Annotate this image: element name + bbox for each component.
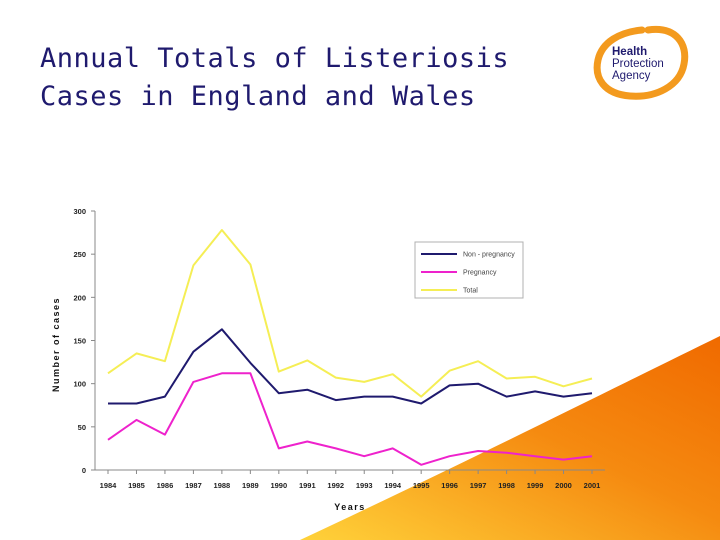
logo-ring (593, 25, 689, 100)
x-tick-label-1990: 1990 (270, 481, 287, 490)
x-tick-label-1986: 1986 (157, 481, 174, 490)
x-tick-label-1994: 1994 (384, 481, 402, 490)
x-tick-label-1997: 1997 (470, 481, 487, 490)
x-axis-title: Years (334, 502, 366, 512)
legend-box (414, 241, 524, 299)
legend-label: Total (463, 288, 478, 295)
x-tick-label-1989: 1989 (242, 481, 259, 490)
x-tick-label-1999: 1999 (527, 481, 544, 490)
series-line-total (107, 229, 593, 398)
y-tick-label: 300 (73, 207, 86, 216)
y-tick-label: 200 (73, 293, 86, 302)
chart-legend: Non - pregnancy Pregnancy Total (414, 241, 524, 299)
x-tick-label-2000: 2000 (555, 481, 572, 490)
legend-label: Non - pregnancy (463, 252, 515, 259)
slide-title: Annual Totals of Listeriosis Cases in En… (40, 40, 509, 116)
x-tick-label-1988: 1988 (214, 481, 231, 490)
logo-text-protection: Protection (612, 58, 664, 70)
y-tick-label: 150 (73, 337, 86, 346)
slide-title-line-2: Cases in England and Wales (40, 81, 476, 112)
x-axis-ticks: 1984 1985 1986 1987 1988 1989 1990 1991 1992 1993… (100, 470, 601, 490)
x-tick-label-1996: 1996 (441, 481, 458, 490)
slide-title-line-1: Annual Totals of Listeriosis (40, 43, 510, 74)
y-tick-label: 50 (78, 423, 86, 432)
y-tick-label: 0 (82, 466, 86, 475)
logo-text-agency: Agency (612, 70, 651, 82)
x-tick-label-1987: 1987 (185, 481, 202, 490)
x-tick-label-1984: 1984 (100, 481, 118, 490)
health-protection-agency-logo: Health Protection Agency (593, 25, 689, 100)
y-tick-label: 250 (73, 250, 86, 259)
x-tick-label-1998: 1998 (498, 481, 515, 490)
x-tick-label-2001: 2001 (584, 481, 601, 490)
x-tick-label-1991: 1991 (299, 481, 316, 490)
x-tick-label-1993: 1993 (356, 481, 373, 490)
x-tick-label-1995: 1995 (413, 481, 430, 490)
x-tick-label-1992: 1992 (327, 481, 344, 490)
y-axis-title: Number of cases (51, 297, 61, 392)
y-tick-label: 100 (73, 380, 86, 389)
series-line-pregnancy (107, 372, 593, 466)
legend-label: Pregnancy (463, 270, 497, 277)
series-line-non-pregnancy (108, 328, 593, 405)
y-axis-ticks: 0 50 100 150 200 250 300 (73, 207, 95, 475)
x-tick-label-1985: 1985 (128, 481, 145, 490)
chart-series-lines (107, 229, 593, 466)
logo-text-health: Health (612, 46, 647, 58)
